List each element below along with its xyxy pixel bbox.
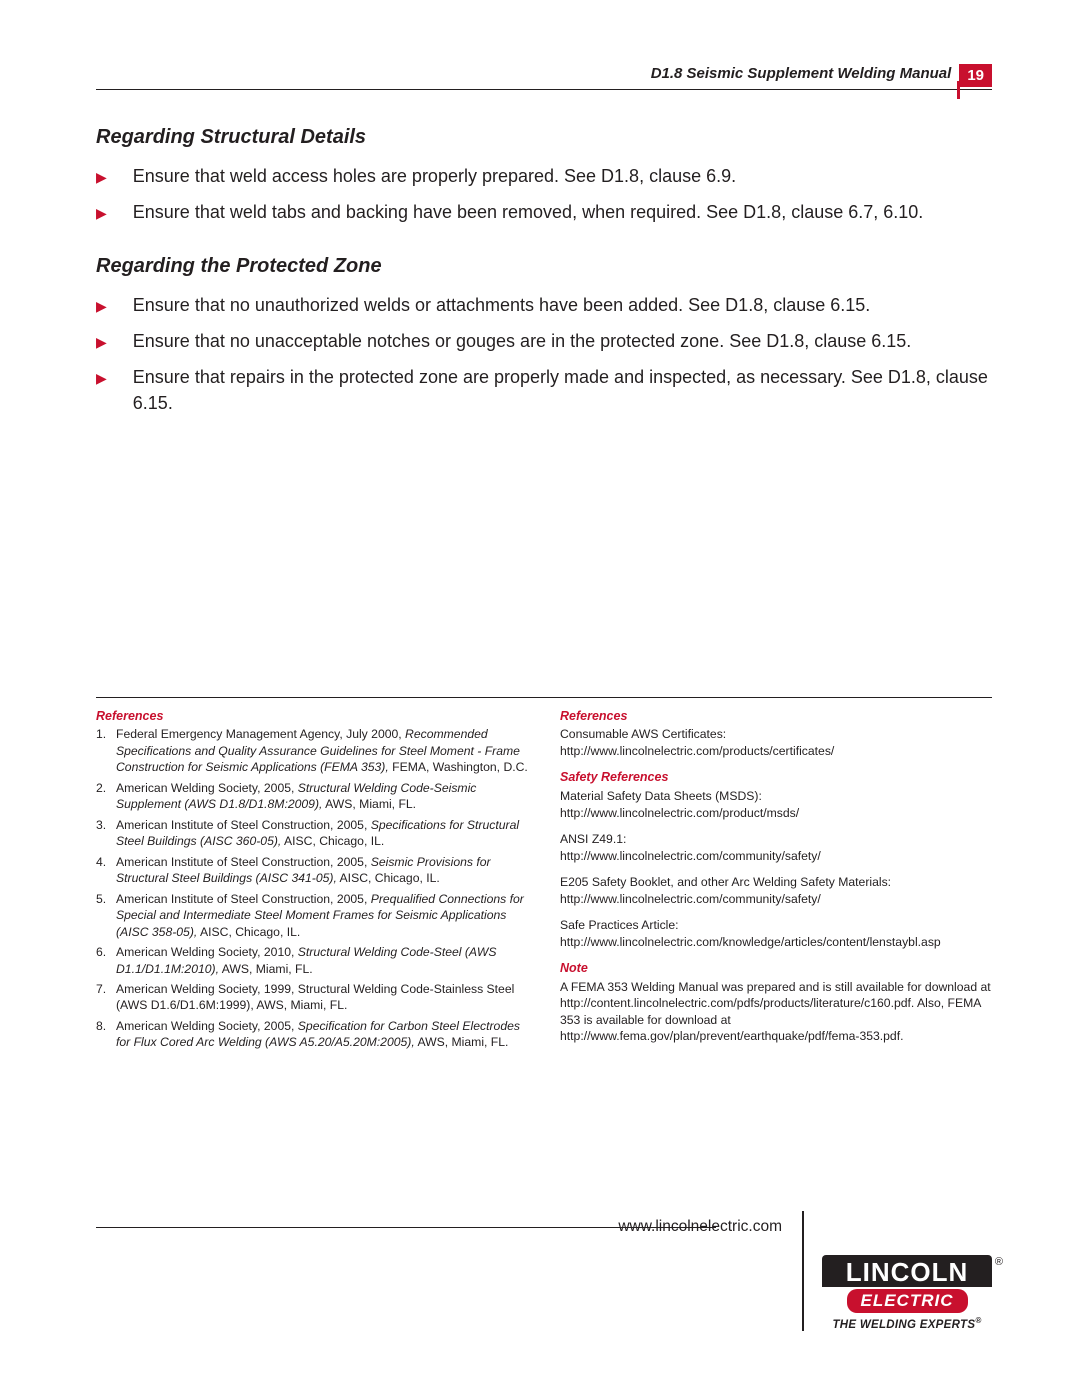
section-heading-1: Regarding Structural Details <box>96 126 992 149</box>
ref-block: Material Safety Data Sheets (MSDS): http… <box>560 788 992 821</box>
ref-block: Consumable AWS Certificates: http://www.… <box>560 726 992 759</box>
ref-block: Safe Practices Article: http://www.linco… <box>560 917 992 950</box>
logo-top: LINCOLN <box>846 1257 969 1287</box>
list-item: ▶ Ensure that weld access holes are prope… <box>96 163 992 189</box>
bullet-text: Ensure that repairs in the protected zon… <box>133 364 992 416</box>
ref-url: http://www.lincolnelectric.com/products/… <box>560 743 992 759</box>
bullet-list-1: ▶ Ensure that weld access holes are prope… <box>96 163 992 225</box>
logo-tagline: THE WELDING EXPERTS® <box>822 1316 992 1331</box>
ref-url: http://www.lincolnelectric.com/product/m… <box>560 805 992 821</box>
list-item: ▶ Ensure that repairs in the protected zo… <box>96 364 992 416</box>
references-list: Federal Emergency Management Agency, Jul… <box>96 726 528 1050</box>
reference-item: American Welding Society, 2005, Structur… <box>96 780 528 813</box>
section-structural: Regarding Structural Details ▶ Ensure tha… <box>96 126 992 225</box>
logo-electric-text: ELECTRIC <box>847 1289 968 1313</box>
references-left-col: References Federal Emergency Management … <box>96 708 528 1055</box>
bullet-text: Ensure that no unauthorized welds or att… <box>133 292 871 318</box>
bullet-text: Ensure that no unacceptable notches or g… <box>133 328 912 354</box>
footer-url: www.lincolnelectric.com <box>618 1218 782 1236</box>
reference-item: American Institute of Steel Construction… <box>96 854 528 887</box>
references-section: References Federal Emergency Management … <box>96 697 992 1055</box>
reference-item: American Welding Society, 2010, Structur… <box>96 944 528 977</box>
ref-label: Consumable AWS Certificates: <box>560 726 992 742</box>
lincoln-logo: LINCOLN ® ELECTRIC THE WELDING EXPERTS® <box>822 1255 992 1331</box>
arrow-icon: ▶ <box>96 368 107 388</box>
bullet-text: Ensure that weld tabs and backing have b… <box>133 199 924 225</box>
references-right-col: References Consumable AWS Certificates: … <box>560 708 992 1055</box>
reference-item: Federal Emergency Management Agency, Jul… <box>96 726 528 775</box>
footer-divider <box>802 1211 804 1331</box>
section-protected-zone: Regarding the Protected Zone ▶ Ensure tha… <box>96 255 992 416</box>
reference-item: American Institute of Steel Construction… <box>96 891 528 940</box>
reference-item: American Welding Society, 1999, Structur… <box>96 981 528 1014</box>
ref-url: http://www.lincolnelectric.com/community… <box>560 891 992 907</box>
references-heading: References <box>96 708 528 725</box>
bullet-list-2: ▶ Ensure that no unauthorized welds or at… <box>96 292 992 416</box>
ref-label: Safe Practices Article: <box>560 917 992 933</box>
list-item: ▶ Ensure that no unacceptable notches or … <box>96 328 992 354</box>
reference-item: American Institute of Steel Construction… <box>96 817 528 850</box>
ref-label: Material Safety Data Sheets (MSDS): <box>560 788 992 804</box>
logo-lincoln-text: LINCOLN ® <box>822 1255 992 1287</box>
registered-icon: ® <box>995 1257 1004 1268</box>
ref-url: http://www.lincolnelectric.com/community… <box>560 848 992 864</box>
arrow-icon: ▶ <box>96 332 107 352</box>
ref-url: http://www.lincolnelectric.com/knowledge… <box>560 934 992 950</box>
ref-label: ANSI Z49.1: <box>560 831 992 847</box>
arrow-icon: ▶ <box>96 296 107 316</box>
page-header: D1.8 Seismic Supplement Welding Manual 1… <box>96 62 992 90</box>
arrow-icon: ▶ <box>96 167 107 187</box>
reference-item: American Welding Society, 2005, Specific… <box>96 1018 528 1051</box>
page-number: 19 <box>959 64 992 87</box>
arrow-icon: ▶ <box>96 203 107 223</box>
ref-label: E205 Safety Booklet, and other Arc Weldi… <box>560 874 992 890</box>
references-heading: References <box>560 708 992 725</box>
header-title: D1.8 Seismic Supplement Welding Manual <box>651 65 952 82</box>
safety-references-heading: Safety References <box>560 769 992 786</box>
note-heading: Note <box>560 960 992 977</box>
section-heading-2: Regarding the Protected Zone <box>96 255 992 278</box>
ref-block: E205 Safety Booklet, and other Arc Weldi… <box>560 874 992 907</box>
note-text: A FEMA 353 Welding Manual was prepared a… <box>560 979 992 1045</box>
list-item: ▶ Ensure that no unauthorized welds or at… <box>96 292 992 318</box>
header-tick-mark <box>957 81 960 99</box>
list-item: ▶ Ensure that weld tabs and backing have … <box>96 199 992 225</box>
bullet-text: Ensure that weld access holes are proper… <box>133 163 736 189</box>
ref-block: ANSI Z49.1: http://www.lincolnelectric.c… <box>560 831 992 864</box>
page-footer: www.lincolnelectric.com LINCOLN ® ELECTR… <box>96 1211 992 1331</box>
